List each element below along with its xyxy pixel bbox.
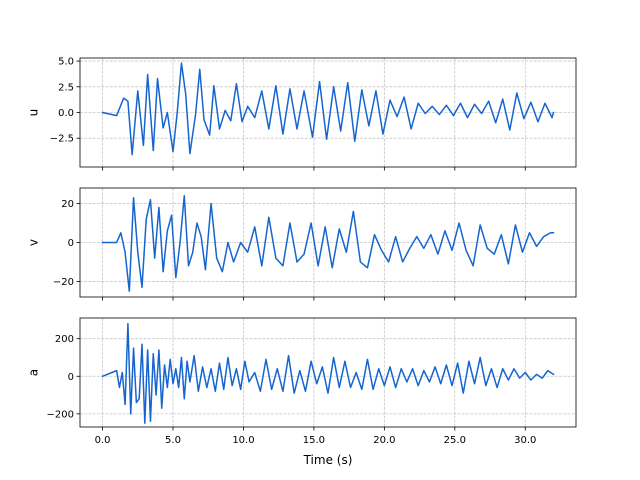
y-tick-label-v: 0 xyxy=(68,238,74,249)
subplot-v: 20 0 −20 v xyxy=(27,187,577,301)
series-line-u xyxy=(101,62,555,156)
y-axis-label-v: v xyxy=(27,239,41,246)
x-axis-label: Time (s) xyxy=(303,453,353,467)
y-tick-label-u: −2.5 xyxy=(50,134,74,145)
grid-a xyxy=(80,318,576,427)
ticks-u: 5.0 2.5 0.0 −2.5 xyxy=(50,57,526,171)
y-tick-label-v: 20 xyxy=(61,199,74,210)
x-tick-label: 10.0 xyxy=(232,435,254,446)
series-line-v xyxy=(101,195,555,292)
grid-v xyxy=(80,188,576,297)
y-tick-label-v: −20 xyxy=(53,277,74,288)
x-tick-label: 0.0 xyxy=(95,435,111,446)
y-tick-label-u: 2.5 xyxy=(58,82,74,93)
y-axis-label-u: u xyxy=(27,109,41,117)
y-tick-label-a: 200 xyxy=(55,334,74,345)
subplot-a: 200 0 −200 0.0 5.0 10.0 15.0 20.0 25.0 30.0 a Tim… xyxy=(27,317,577,467)
y-tick-label-a: 0 xyxy=(68,372,74,383)
subplot-u: 5.0 2.5 0.0 −2.5 u xyxy=(27,57,577,171)
ticks-v: 20 0 −20 xyxy=(53,199,526,301)
plot-frame-a xyxy=(79,317,577,428)
y-axis-label-a: a xyxy=(27,369,41,376)
y-tick-label-u: 0.0 xyxy=(58,108,74,119)
y-tick-label-u: 5.0 xyxy=(58,57,74,68)
ticks-a: 200 0 −200 0.0 5.0 10.0 15.0 20.0 25.0 30.0 xyxy=(47,334,537,446)
series-line-a xyxy=(101,322,555,424)
x-tick-label: 20.0 xyxy=(373,435,395,446)
x-tick-label: 30.0 xyxy=(514,435,536,446)
x-tick-label: 15.0 xyxy=(303,435,325,446)
y-tick-label-a: −200 xyxy=(47,409,74,420)
x-tick-label: 5.0 xyxy=(165,435,181,446)
x-tick-label: 25.0 xyxy=(444,435,466,446)
